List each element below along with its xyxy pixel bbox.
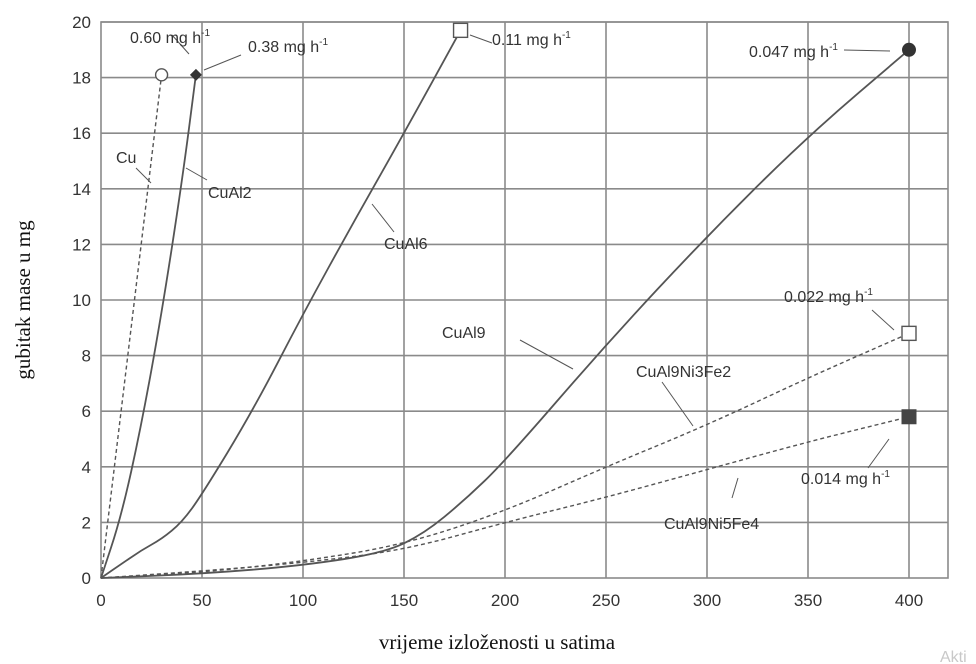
series-line-cu [100, 74, 163, 579]
y-tick-0: 0 [82, 569, 91, 588]
rate-label-cu: 0.60 mg h-1 [130, 28, 210, 47]
marker-cu [154, 68, 169, 82]
pointer-line-9 [843, 49, 891, 52]
series-line-cual2 [100, 74, 197, 579]
x-tick-50: 50 [193, 591, 212, 610]
grid [100, 21, 949, 579]
x-tick-200: 200 [491, 591, 519, 610]
rate-label-cual6: 0.11 mg h-1 [492, 30, 571, 49]
x-tick-150: 150 [390, 591, 418, 610]
x-tick-350: 350 [794, 591, 822, 610]
series-line-cual9ni5fe4 [100, 416, 910, 579]
label-cual9ni3fe2: CuAl9Ni3Fe2 [636, 364, 731, 381]
y-axis-title: gubitak mase u mg [11, 220, 35, 380]
pointer-line-11 [867, 438, 890, 469]
plot-frame [100, 21, 949, 579]
marker-cual2 [189, 68, 202, 81]
watermark: Akti [940, 649, 967, 664]
x-axis-title: vrijeme izloženosti u satima [379, 630, 616, 654]
pointer-line-2 [371, 203, 395, 233]
label-cual9ni5fe4: CuAl9Ni5Fe4 [664, 516, 759, 533]
x-tick-100: 100 [289, 591, 317, 610]
rate-label-cual9: 0.047 mg h-1 [749, 42, 838, 61]
pointer-line-6 [171, 34, 190, 55]
rate-label-cual9ni5fe4: 0.014 mg h-1 [801, 469, 890, 488]
pointer-line-7 [203, 54, 242, 71]
x-tick-300: 300 [693, 591, 721, 610]
rate-label-cual9ni3fe2: 0.022 mg h-1 [784, 287, 873, 306]
pointer-line-1 [185, 167, 208, 181]
rate-label-cual2: 0.38 mg h-1 [248, 37, 328, 56]
marker-cual9 [902, 42, 916, 57]
y-tick-2: 2 [82, 513, 91, 532]
label-cual2: CuAl2 [208, 185, 252, 202]
marker-cual9ni3fe2 [901, 325, 917, 342]
pointer-line-0 [135, 167, 152, 184]
tick-labels: 0 50 100 150 200 250 300 350 400 0 2 4 6 8 10 12 14 16 18 2… [72, 13, 923, 610]
pointer-line-10 [871, 309, 895, 331]
y-tick-20: 20 [72, 13, 91, 32]
label-cual9: CuAl9 [442, 325, 486, 342]
y-tick-8: 8 [82, 347, 91, 366]
y-tick-14: 14 [72, 180, 91, 199]
marker-cual9ni5fe4 [901, 409, 917, 425]
x-tick-400: 400 [895, 591, 923, 610]
x-tick-250: 250 [592, 591, 620, 610]
pointer-line-3 [519, 339, 574, 370]
y-tick-10: 10 [72, 291, 91, 310]
y-tick-16: 16 [72, 124, 91, 143]
y-tick-6: 6 [82, 402, 91, 421]
y-tick-18: 18 [72, 69, 91, 88]
pointer-line-8 [469, 34, 493, 44]
series-line-cual6 [100, 29, 462, 579]
pointer-line-4 [661, 381, 694, 427]
pointer-line-5 [731, 477, 739, 499]
series-line-cual9 [100, 49, 910, 579]
end-markers [154, 22, 917, 425]
marker-cual6 [452, 22, 469, 39]
label-cual6: CuAl6 [384, 236, 428, 253]
series-lines [100, 29, 910, 579]
y-tick-4: 4 [82, 458, 91, 477]
x-tick-0: 0 [96, 591, 105, 610]
label-cu: Cu [116, 150, 136, 167]
y-tick-12: 12 [72, 235, 91, 254]
annotation-pointers [135, 34, 895, 499]
